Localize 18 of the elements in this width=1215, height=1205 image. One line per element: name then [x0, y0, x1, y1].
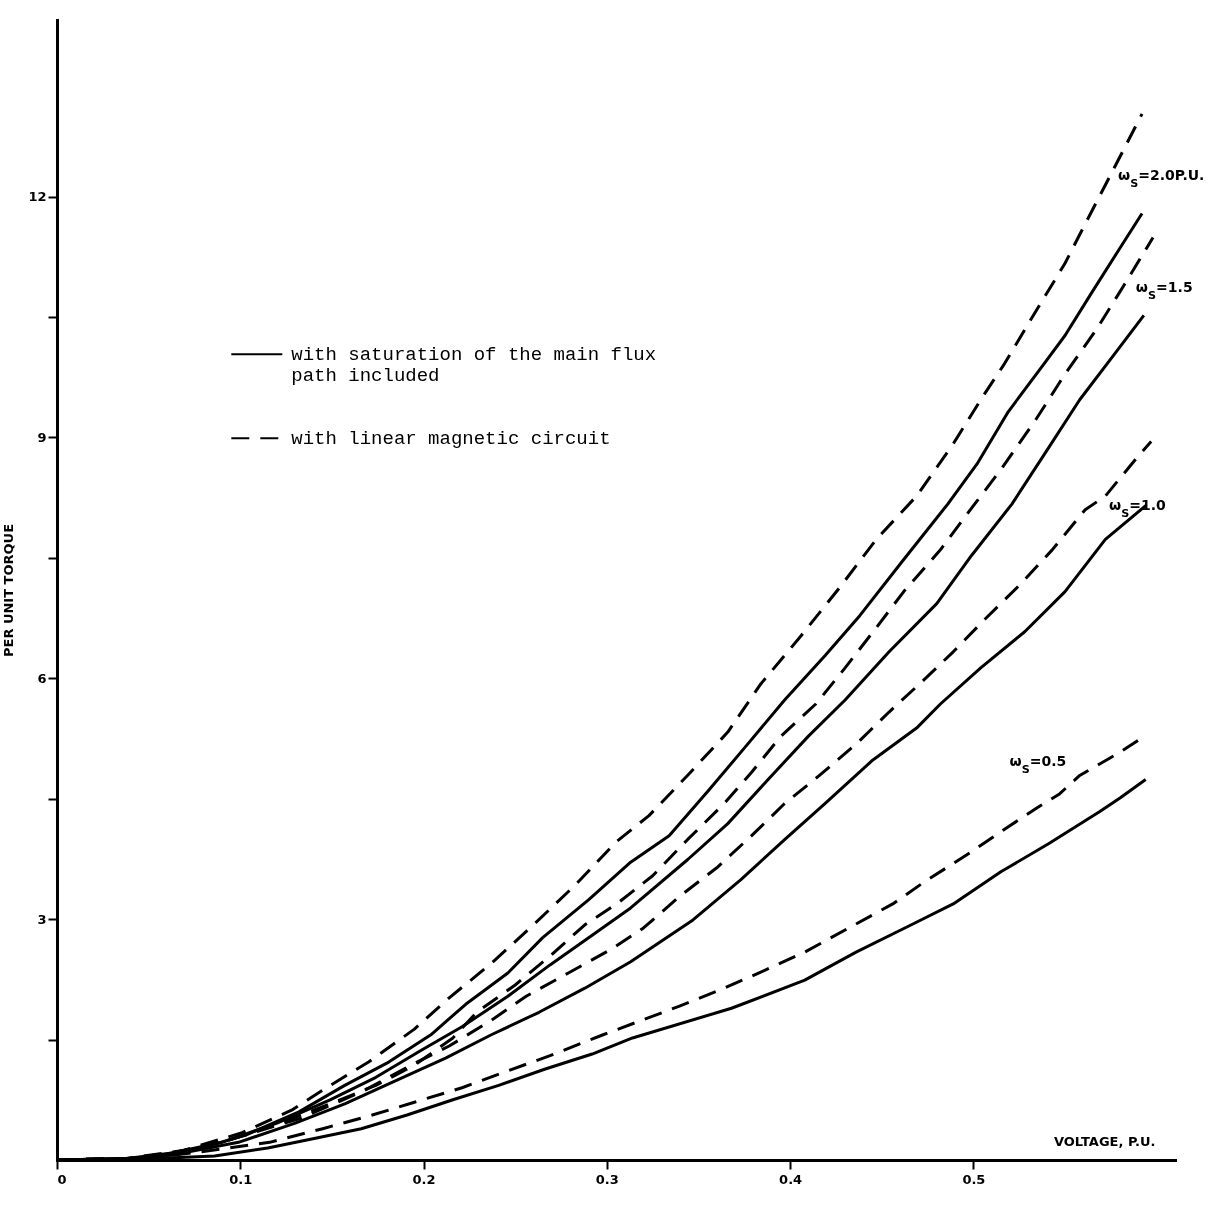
x-tick-label: 0.1	[229, 1171, 253, 1187]
annotation: ω$_{S}$=1.5	[1135, 278, 1193, 302]
annotation: ω$_{S}$=1.0	[1109, 496, 1167, 520]
x-tick-label: 0.2	[412, 1171, 436, 1187]
x-tick-label: 0.3	[595, 1171, 619, 1187]
y-tick-label: 6	[37, 670, 47, 686]
y-axis-title: PER UNIT TORQUE	[1, 523, 17, 658]
annotation: ω$_{S}$=0.5	[1009, 753, 1067, 776]
legend-label: with saturation of the main flux path included	[291, 344, 657, 388]
x-axis-title: VOLTAGE, P.U.	[1053, 1133, 1156, 1149]
y-tick-label: 3	[37, 911, 47, 927]
annotation: ω$_{S}$=2.0P.U.	[1117, 167, 1205, 190]
x-tick-label: 0.5	[962, 1171, 986, 1187]
x-tick-label: 0.4	[779, 1171, 803, 1187]
y-tick-label: 12	[28, 189, 47, 205]
y-tick-label: 9	[37, 429, 47, 445]
legend-label: with linear magnetic circuit	[291, 428, 611, 451]
x-tick-label: 0	[57, 1171, 67, 1187]
